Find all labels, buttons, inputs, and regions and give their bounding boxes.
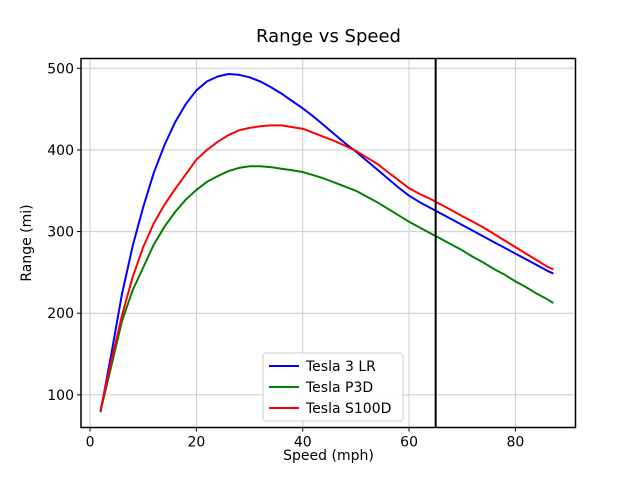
series-line-tesla-p3d <box>99 165 554 412</box>
y-tick-label: 500 <box>47 61 74 77</box>
y-tick-label: 300 <box>47 225 74 241</box>
plot-frame <box>80 57 577 429</box>
y-tick-label: 100 <box>47 388 74 404</box>
y-tick-label: 400 <box>47 143 74 159</box>
x-axis-label: Speed (mph) <box>283 448 374 464</box>
legend-box <box>262 352 404 422</box>
legend-label: Tesla S100D <box>305 401 391 417</box>
legend-label: Tesla 3 LR <box>305 359 376 375</box>
x-tick-label: 60 <box>400 435 418 451</box>
y-axis-label: Range (mi) <box>19 204 35 282</box>
x-tick-label: 40 <box>294 435 312 451</box>
series-line-tesla-3-lr <box>99 73 554 413</box>
x-tick-label: 20 <box>187 435 205 451</box>
x-tick-label: 80 <box>507 435 525 451</box>
series-line-tesla-s100d <box>99 124 554 411</box>
legend-label: Tesla P3D <box>305 380 373 396</box>
x-tick-label: 0 <box>86 435 95 451</box>
y-tick-label: 200 <box>47 306 74 322</box>
chart-title: Range vs Speed <box>256 26 401 47</box>
